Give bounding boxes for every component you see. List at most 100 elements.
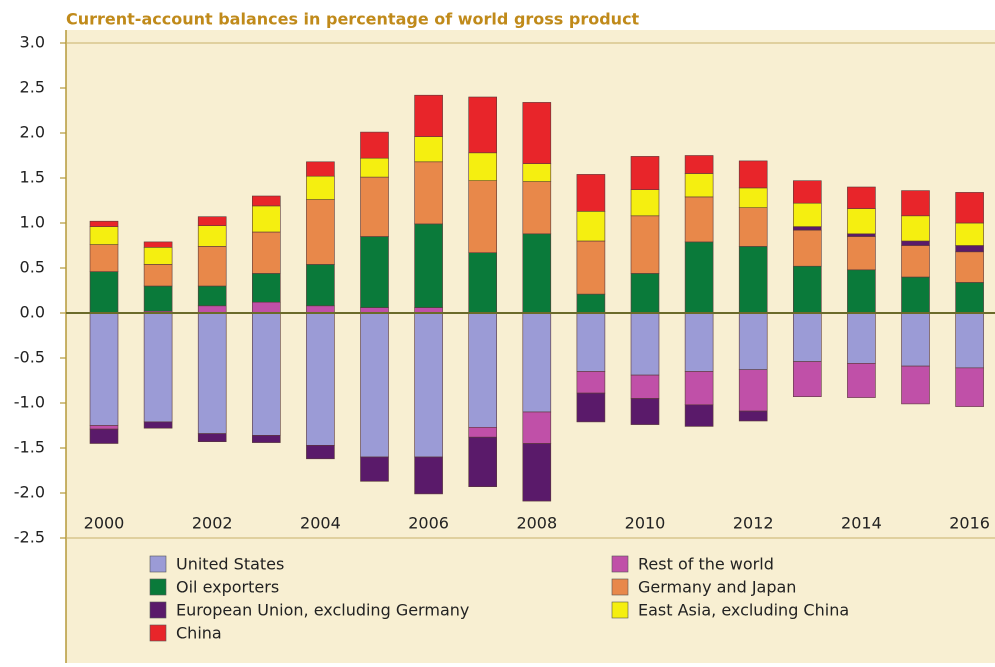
bar-segment <box>522 163 552 182</box>
bar-segment <box>360 176 389 237</box>
bar-segment <box>792 265 822 314</box>
bar-segment <box>630 398 660 425</box>
bar-segment <box>414 94 443 137</box>
bar-segment <box>576 211 606 242</box>
bar-segment <box>89 226 119 245</box>
bar-segment <box>738 187 768 208</box>
bar-segment <box>360 236 389 308</box>
bar-segment <box>847 269 876 314</box>
bar-segment <box>522 312 552 413</box>
bar-segment <box>738 246 768 314</box>
bar-segment <box>630 273 660 314</box>
bar-segment <box>468 96 498 154</box>
bar-segment <box>197 433 227 443</box>
legend-swatch <box>149 624 167 642</box>
bar-segment <box>197 216 227 226</box>
bar-segment <box>955 222 984 246</box>
bar-segment <box>414 223 443 308</box>
legend-label: Rest of the world <box>638 555 774 574</box>
bar-segment <box>738 207 768 247</box>
bar-segment <box>252 435 281 443</box>
bar-segment <box>89 428 119 444</box>
bar-segment <box>252 205 281 233</box>
bar-segment <box>143 264 173 287</box>
bar-segment <box>306 264 335 307</box>
x-tick-label: 2002 <box>192 514 233 533</box>
legend-label: Germany and Japan <box>638 578 796 597</box>
chart-title: Current-account balances in percentage o… <box>66 10 640 29</box>
y-tick-label: -0.5 <box>14 348 45 367</box>
bar-segment <box>143 241 173 248</box>
bar-segment <box>901 276 930 314</box>
bar-segment <box>522 181 552 235</box>
legend-label: Oil exporters <box>176 578 279 597</box>
bar-segment <box>847 312 876 364</box>
bar-segment <box>360 312 389 458</box>
bar-segment <box>630 312 660 376</box>
bar-segment <box>792 361 822 398</box>
bar-segment <box>89 220 119 227</box>
bar-segment <box>468 312 498 428</box>
bar-segment <box>252 301 281 314</box>
bar-segment <box>306 199 335 265</box>
bar-segment <box>792 312 822 362</box>
bar-segment <box>576 174 606 212</box>
bar-segment <box>414 456 443 495</box>
bar-segment <box>576 312 606 372</box>
bar-segment <box>468 252 498 314</box>
legend-swatch <box>611 555 629 573</box>
bar-segment <box>468 180 498 253</box>
bar-segment <box>684 241 714 314</box>
bar-segment <box>89 271 119 314</box>
bar-segment <box>522 411 552 444</box>
bar-segment <box>955 251 984 283</box>
bar-segment <box>955 312 984 369</box>
y-tick-label: 1.5 <box>20 168 45 187</box>
legend-label: China <box>176 624 222 643</box>
bar-segment <box>468 152 498 182</box>
bar-segment <box>306 161 335 177</box>
bar-segment <box>143 285 173 312</box>
y-tick-label: 0.5 <box>20 258 45 277</box>
y-tick-label: 3.0 <box>20 33 45 52</box>
bar-segment <box>197 246 227 287</box>
bar-segment <box>684 312 714 372</box>
y-tick-label: 2.0 <box>20 123 45 142</box>
legend-label: European Union, excluding Germany <box>176 601 469 620</box>
bar-segment <box>360 157 389 178</box>
bar-segment <box>306 175 335 200</box>
bar-segment <box>630 156 660 190</box>
y-tick-label: -2.5 <box>14 528 45 547</box>
y-tick-label: -1.5 <box>14 438 45 457</box>
y-tick-label: -2.0 <box>14 483 45 502</box>
bar-segment <box>684 173 714 198</box>
bar-segment <box>197 312 227 434</box>
bar-segment <box>684 196 714 243</box>
bar-segment <box>252 231 281 274</box>
x-tick-label: 2006 <box>408 514 449 533</box>
bar-segment <box>738 160 768 189</box>
x-tick-label: 2010 <box>625 514 666 533</box>
bar-segment <box>468 436 498 488</box>
bar-segment <box>901 190 930 217</box>
bar-segment <box>847 363 876 398</box>
bar-segment <box>792 229 822 267</box>
x-tick-label: 2016 <box>949 514 990 533</box>
bar-segment <box>252 195 281 207</box>
bar-segment <box>738 312 768 371</box>
bar-segment <box>143 247 173 265</box>
bar-segment <box>252 312 281 436</box>
bar-segment <box>414 136 443 163</box>
bar-segment <box>901 365 930 405</box>
bar-segment <box>197 305 227 314</box>
legend-swatch <box>149 601 167 619</box>
bar-segment <box>522 443 552 502</box>
bar-segment <box>901 240 930 246</box>
bar-segment <box>955 245 984 253</box>
bar-segment <box>576 293 606 314</box>
bar-segment <box>684 371 714 406</box>
bar-segment <box>522 233 552 314</box>
x-tick-label: 2008 <box>516 514 557 533</box>
y-tick-label: 0.0 <box>20 303 45 322</box>
legend-swatch <box>611 578 629 596</box>
